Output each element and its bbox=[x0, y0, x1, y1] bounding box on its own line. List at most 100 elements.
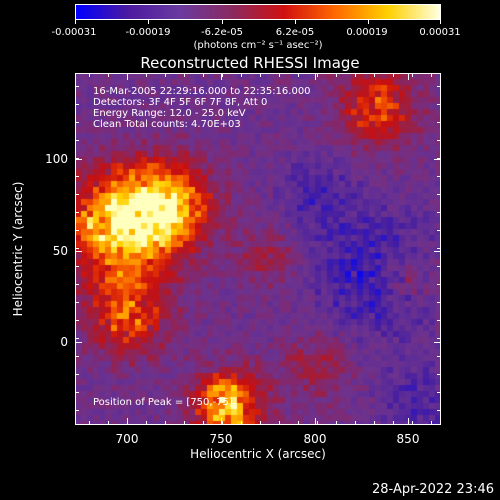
colorbar-tick bbox=[368, 20, 369, 24]
axis-tick bbox=[437, 248, 441, 249]
axis-tick bbox=[315, 73, 316, 80]
x-tick-label: 800 bbox=[303, 432, 327, 446]
axis-tick bbox=[75, 374, 79, 375]
axis-tick bbox=[355, 73, 356, 77]
axis-tick bbox=[75, 122, 79, 123]
axis-tick bbox=[437, 410, 441, 411]
axis-tick bbox=[75, 284, 79, 285]
axis-tick bbox=[431, 421, 432, 425]
colorbar-label: -6.2e-05 bbox=[201, 27, 243, 38]
axis-tick bbox=[108, 73, 109, 77]
plot-frame bbox=[75, 73, 441, 425]
axis-tick bbox=[317, 421, 318, 425]
axis-tick bbox=[221, 73, 222, 80]
axis-tick bbox=[279, 421, 280, 425]
axis-tick bbox=[184, 421, 185, 425]
axis-tick bbox=[89, 421, 90, 425]
axis-tick bbox=[336, 73, 337, 77]
axis-tick bbox=[260, 421, 261, 425]
axis-tick bbox=[437, 140, 441, 141]
axis-tick bbox=[408, 73, 409, 80]
axis-tick bbox=[317, 73, 318, 77]
axis-tick bbox=[437, 176, 441, 177]
colorbar-tick bbox=[295, 20, 296, 24]
axis-tick bbox=[75, 302, 79, 303]
axis-tick bbox=[203, 421, 204, 425]
axis-tick bbox=[75, 356, 79, 357]
axis-tick bbox=[437, 86, 441, 87]
axis-tick bbox=[75, 176, 79, 177]
axis-tick bbox=[165, 421, 166, 425]
axis-tick bbox=[434, 342, 441, 343]
colorbar-label: -0.00019 bbox=[125, 27, 171, 38]
x-tick-label: 700 bbox=[115, 432, 139, 446]
axis-tick bbox=[437, 122, 441, 123]
info-clean-counts: Clean Total counts: 4.70E+03 bbox=[93, 119, 241, 130]
axis-tick bbox=[434, 159, 441, 160]
y-tick-label: 0 bbox=[60, 335, 68, 349]
axis-tick bbox=[222, 421, 223, 425]
axis-tick bbox=[75, 392, 79, 393]
axis-tick bbox=[412, 73, 413, 77]
axis-tick bbox=[437, 212, 441, 213]
axis-tick bbox=[437, 284, 441, 285]
colorbar bbox=[75, 4, 441, 20]
y-tick-label: 100 bbox=[45, 152, 68, 166]
axis-tick bbox=[75, 338, 79, 339]
axis-tick bbox=[222, 73, 223, 77]
axis-tick bbox=[221, 418, 222, 425]
axis-tick bbox=[437, 356, 441, 357]
colorbar-tick bbox=[148, 20, 149, 24]
axis-tick bbox=[355, 421, 356, 425]
plot-title: Reconstructed RHESSI Image bbox=[140, 54, 360, 72]
axis-tick bbox=[434, 251, 441, 252]
axis-tick bbox=[75, 320, 79, 321]
axis-tick bbox=[437, 230, 441, 231]
timestamp: 28-Apr-2022 23:46 bbox=[372, 482, 494, 497]
y-axis-title: Heliocentric Y (arcsec) bbox=[11, 181, 25, 317]
axis-tick bbox=[75, 104, 79, 105]
info-energy-range: Energy Range: 12.0 - 25.0 keV bbox=[93, 108, 246, 119]
axis-tick bbox=[393, 73, 394, 77]
axis-tick bbox=[127, 73, 128, 77]
axis-tick bbox=[437, 194, 441, 195]
axis-tick bbox=[260, 73, 261, 77]
axis-tick bbox=[298, 73, 299, 77]
colorbar-units: (photons cm⁻² s⁻¹ asec⁻²) bbox=[193, 40, 323, 51]
axis-tick bbox=[336, 421, 337, 425]
axis-tick bbox=[437, 338, 441, 339]
axis-tick bbox=[184, 73, 185, 77]
axis-tick bbox=[437, 374, 441, 375]
axis-tick bbox=[75, 212, 79, 213]
axis-tick bbox=[108, 421, 109, 425]
y-tick-label: 50 bbox=[52, 244, 68, 258]
info-detectors: Detectors: 3F 4F 5F 6F 7F 8F, Att 0 bbox=[93, 97, 268, 108]
colorbar-tick bbox=[75, 20, 76, 24]
axis-tick bbox=[89, 73, 90, 77]
axis-tick bbox=[374, 421, 375, 425]
axis-tick bbox=[75, 251, 82, 252]
colorbar-tick bbox=[440, 20, 441, 24]
x-axis-title: Heliocentric X (arcsec) bbox=[190, 447, 326, 461]
axis-tick bbox=[75, 86, 79, 87]
axis-tick bbox=[374, 73, 375, 77]
axis-tick bbox=[75, 158, 79, 159]
axis-tick bbox=[279, 73, 280, 77]
axis-tick bbox=[241, 73, 242, 77]
axis-tick bbox=[75, 266, 79, 267]
axis-tick bbox=[437, 302, 441, 303]
colorbar-label: 0.00019 bbox=[346, 27, 388, 38]
axis-tick bbox=[437, 320, 441, 321]
axis-tick bbox=[75, 230, 79, 231]
axis-tick bbox=[75, 159, 82, 160]
colorbar-tick bbox=[222, 20, 223, 24]
peak-position: Position of Peak = [750,-75] bbox=[93, 397, 233, 408]
axis-tick bbox=[146, 421, 147, 425]
axis-tick bbox=[75, 140, 79, 141]
rhessi-image[interactable] bbox=[75, 73, 441, 425]
colorbar-label: 0.00031 bbox=[419, 27, 461, 38]
axis-tick bbox=[241, 421, 242, 425]
x-tick-label: 850 bbox=[396, 432, 420, 446]
axis-tick bbox=[437, 158, 441, 159]
colorbar-label: 6.2e-05 bbox=[275, 27, 315, 38]
